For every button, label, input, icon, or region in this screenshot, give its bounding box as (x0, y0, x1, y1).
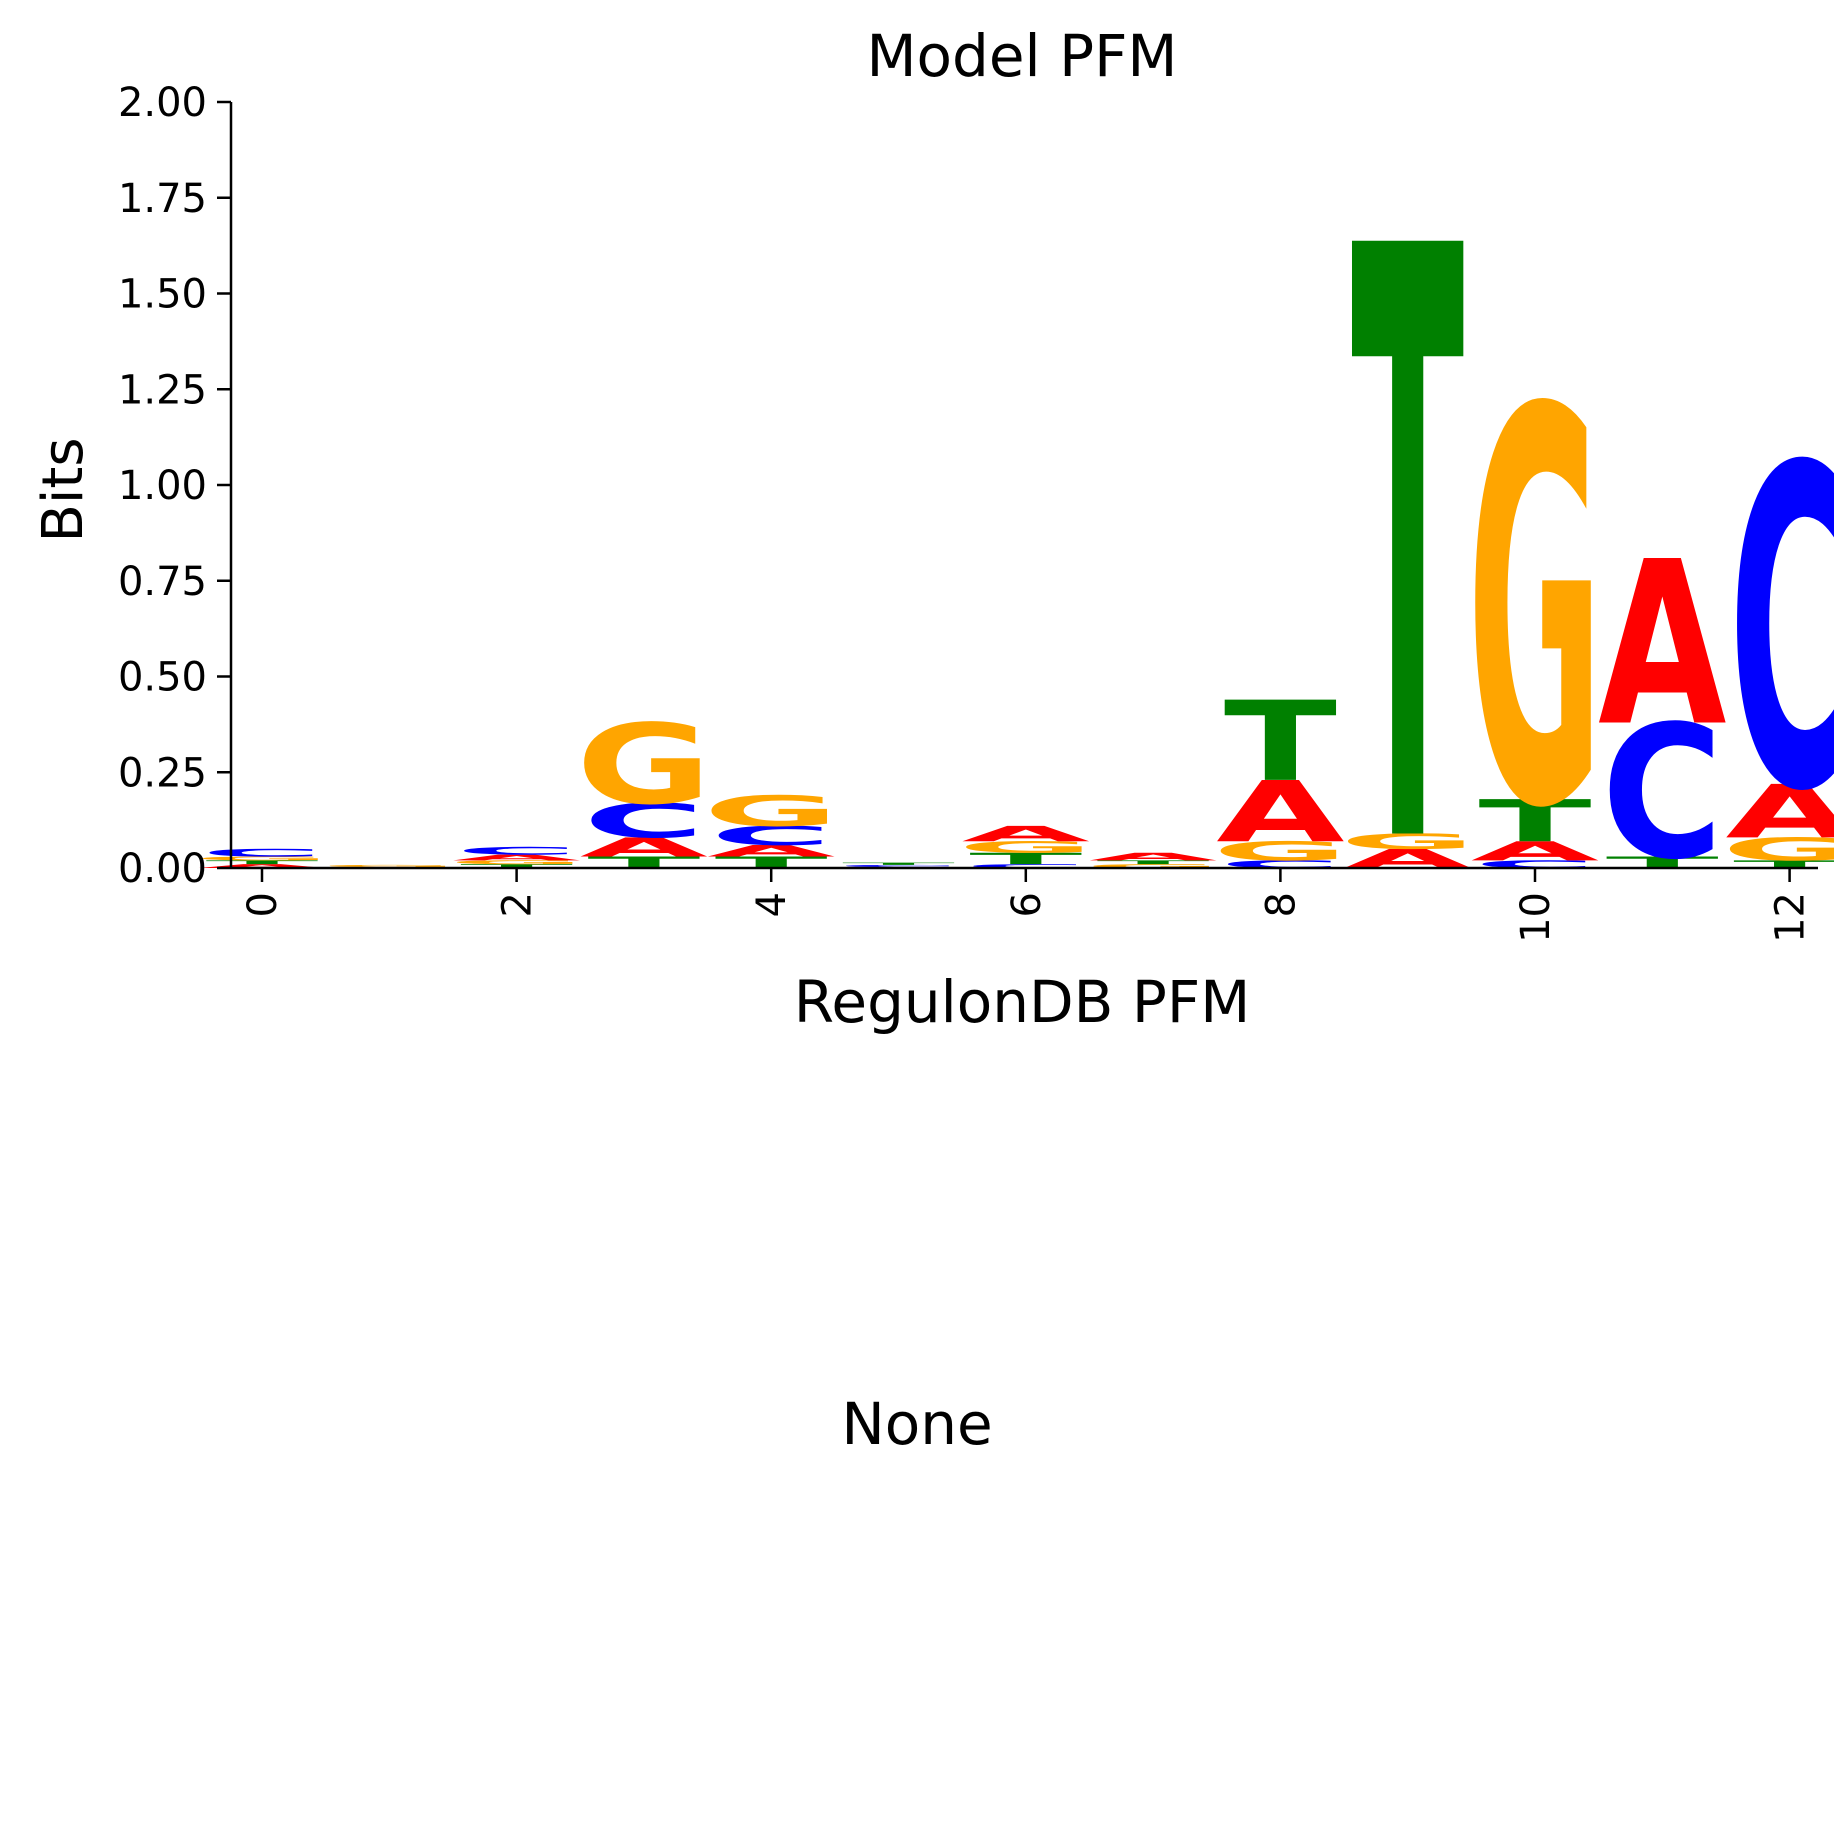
logo-letter-A-pos-12: A (1725, 770, 1834, 855)
y-tick-label: 0.00 (118, 846, 207, 892)
logo-marks: ATGCAGTGACTACGTACGGCTCTGAGTACGATAGTCATGT… (194, 80, 1834, 1026)
logo-letter-G-pos-3: G (576, 701, 712, 829)
logo-letter-C-pos-6: C (965, 863, 1087, 869)
y-tick-label: 1.25 (118, 367, 207, 413)
logo-letter-G-pos-9: G (1340, 829, 1476, 854)
logo-letter-G-pos-4: G (703, 787, 839, 836)
logo-letter-G-pos-0: G (194, 855, 330, 861)
x-tick-label: 4 (749, 892, 795, 917)
logo-letter-A-pos-0: A (198, 863, 327, 869)
logo-letter-A-pos-6: A (962, 822, 1090, 847)
x-tick-label: 8 (1258, 892, 1304, 917)
y-tick-label: 1.75 (118, 176, 207, 222)
x-tick-label: 0 (240, 892, 286, 917)
logo-letter-G-pos-8: G (1212, 836, 1348, 867)
logo-letter-C-pos-2: C (456, 845, 578, 857)
y-tick-label: 0.25 (118, 750, 207, 796)
x-tick-label: 6 (1004, 892, 1050, 917)
y-tick-label: 0.75 (118, 559, 207, 605)
logo-letter-T-pos-7: T (1097, 859, 1210, 865)
logo-letter-T-pos-2: T (460, 863, 573, 869)
empty-panel-label: None (841, 1390, 993, 1458)
logo-letter-A-pos-2: A (452, 853, 581, 862)
y-axis-label: Bits (31, 437, 96, 542)
logo-letter-A-pos-8: A (1216, 763, 1345, 861)
logo-letter-G-pos-7: G (1085, 863, 1221, 869)
y-axis: 0.00 0.25 0.50 0.75 1.00 1.25 1.50 1.75 2.00 (118, 80, 233, 892)
logo-letter-T-pos-0: T (205, 859, 318, 865)
x-tick-label: 12 (1768, 892, 1814, 943)
logo-letter-A-pos-3: A (580, 832, 709, 863)
y-tick-label: 1.50 (118, 272, 207, 318)
logo-letter-G-pos-1: G (321, 864, 457, 867)
logo-letter-C-pos-11: C (1601, 687, 1723, 900)
logo-letter-C-pos-4: C (710, 821, 832, 852)
logo-letter-G-pos-6: G (958, 838, 1094, 856)
logo-letter-T-pos-5: T (842, 862, 955, 866)
logo-letter-A-pos-10: A (1471, 836, 1600, 867)
logo-letter-A-pos-11: A (1598, 513, 1726, 776)
x-axis: 024681012141618202224 (231, 866, 1818, 943)
x-tick-label: 2 (495, 892, 541, 917)
logo-letter-C-pos-12: C (1729, 375, 1834, 889)
x-axis-label: RegulonDB PFM (794, 968, 1251, 1036)
y-tick-label: 2.00 (118, 80, 207, 126)
logo-letter-T-pos-10: T (1478, 788, 1591, 855)
logo-letter-G-pos-10: G (1467, 299, 1603, 928)
logo-letter-T-pos-6: T (969, 850, 1082, 868)
logo-letter-G-pos-12: G (1722, 831, 1834, 868)
logo-letter-G-pos-2: G (449, 859, 585, 865)
logo-letter-T-pos-9: T (1351, 80, 1465, 1026)
logo-letter-C-pos-3: C (583, 794, 705, 849)
logo-letter-C-pos-0: C (201, 847, 323, 859)
logo-letter-A-pos-7: A (1089, 851, 1217, 863)
logo-letter-T-pos-8: T (1224, 678, 1337, 806)
chart-title: Model PFM (867, 22, 1178, 90)
logo-letter-C-pos-5: C (838, 864, 960, 867)
y-tick-label: 0.50 (118, 655, 207, 701)
y-tick-label: 1.00 (118, 463, 207, 509)
x-tick-label: 10 (1513, 892, 1559, 943)
logo-letter-A-pos-4: A (707, 842, 835, 860)
